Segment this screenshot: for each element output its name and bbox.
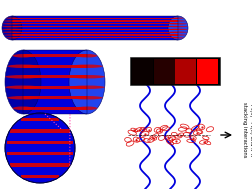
Ellipse shape <box>77 54 97 57</box>
Ellipse shape <box>169 32 187 33</box>
Ellipse shape <box>170 20 186 22</box>
Ellipse shape <box>13 107 33 110</box>
Bar <box>12 20 178 22</box>
Bar <box>21 175 59 178</box>
Text: Pt(II)···Pt(II) and π–π
stacking interactions: Pt(II)···Pt(II) and π–π stacking interac… <box>242 102 252 158</box>
Bar <box>12 29 178 30</box>
Ellipse shape <box>69 75 105 78</box>
Ellipse shape <box>5 113 75 183</box>
Bar <box>23 107 87 110</box>
Ellipse shape <box>71 96 103 99</box>
Ellipse shape <box>2 16 22 40</box>
Ellipse shape <box>69 50 105 114</box>
Bar <box>7 152 74 156</box>
Bar <box>23 50 87 114</box>
Bar <box>10 163 70 167</box>
Ellipse shape <box>3 23 21 24</box>
Bar <box>12 34 178 36</box>
Ellipse shape <box>5 50 41 114</box>
Ellipse shape <box>13 54 33 57</box>
Ellipse shape <box>69 85 105 89</box>
Ellipse shape <box>2 29 22 30</box>
Ellipse shape <box>3 32 21 33</box>
Bar <box>23 96 87 99</box>
Ellipse shape <box>168 16 188 40</box>
Ellipse shape <box>169 23 187 24</box>
Bar <box>12 26 178 27</box>
Bar <box>12 23 178 24</box>
Bar <box>12 16 178 40</box>
Bar <box>21 118 59 121</box>
Bar <box>23 54 87 57</box>
Ellipse shape <box>168 29 188 30</box>
Bar <box>132 59 153 84</box>
Bar <box>153 59 174 84</box>
Ellipse shape <box>172 37 184 39</box>
Bar <box>23 65 87 68</box>
Bar <box>175 59 196 84</box>
Ellipse shape <box>5 75 41 78</box>
Bar <box>23 50 87 114</box>
Ellipse shape <box>4 34 20 36</box>
Ellipse shape <box>2 26 22 27</box>
Bar <box>12 32 178 33</box>
Bar <box>23 86 87 89</box>
Bar <box>12 37 178 38</box>
Ellipse shape <box>6 18 18 19</box>
Ellipse shape <box>6 37 18 39</box>
Ellipse shape <box>170 34 186 36</box>
Bar <box>12 16 178 40</box>
Bar <box>130 57 220 85</box>
Ellipse shape <box>7 96 39 99</box>
Ellipse shape <box>4 20 20 22</box>
Bar <box>7 140 74 144</box>
Ellipse shape <box>7 64 39 68</box>
Bar <box>10 129 70 132</box>
Ellipse shape <box>77 107 97 110</box>
Bar <box>12 18 178 19</box>
Bar <box>197 59 217 84</box>
Ellipse shape <box>172 18 184 19</box>
Ellipse shape <box>71 64 103 68</box>
Ellipse shape <box>5 85 41 89</box>
Ellipse shape <box>168 26 188 27</box>
Bar <box>23 75 87 78</box>
